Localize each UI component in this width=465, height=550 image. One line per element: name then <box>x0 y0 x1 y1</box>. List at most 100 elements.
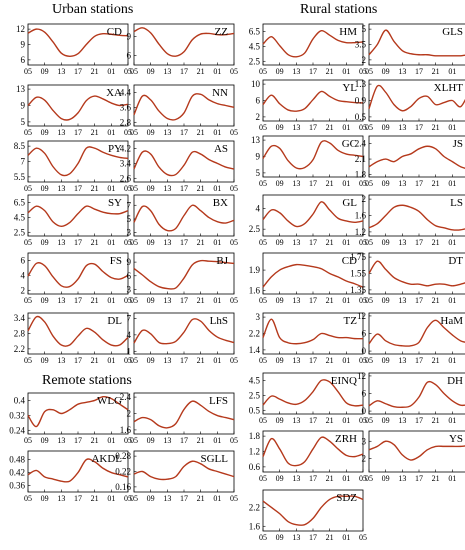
x-tick-label: 17 <box>309 67 317 76</box>
x-tick-label: 01 <box>342 296 350 305</box>
series-line <box>262 140 364 170</box>
y-tick-label: 3 <box>256 312 261 322</box>
x-tick-label: 01 <box>448 123 456 132</box>
x-tick-label: 13 <box>57 356 65 365</box>
y-tick-label: 5 <box>21 117 26 127</box>
y-tick-label: 3.5 <box>355 40 367 50</box>
x-tick-label: 05 <box>24 436 32 445</box>
x-tick-label: 01 <box>342 416 350 425</box>
series-line <box>262 495 364 526</box>
station-label: YL <box>342 82 357 94</box>
x-tick-label: 17 <box>309 416 317 425</box>
x-tick-label: 09 <box>41 67 49 76</box>
x-tick-label: 21 <box>432 474 440 483</box>
y-tick-label: 9 <box>21 101 26 111</box>
y-tick-label: 0.28 <box>115 451 131 461</box>
x-tick-label: 05 <box>259 474 267 483</box>
y-tick-label: 2.5 <box>249 56 261 66</box>
x-tick-label: 13 <box>398 123 406 132</box>
x-tick-label: 05 <box>365 356 373 365</box>
y-tick-label: 6 <box>127 51 132 61</box>
y-tick-label: 1 <box>127 346 132 356</box>
panel-rural-xlht: 05 09 13 17 21 01 05 1.3 0.9 0.5 XLHT <box>355 79 465 132</box>
x-tick-label: 05 <box>259 296 267 305</box>
x-tick-label: 05 <box>359 238 367 247</box>
x-tick-label: 17 <box>309 123 317 132</box>
series-line <box>133 259 235 290</box>
series-line <box>27 146 129 177</box>
series-line <box>133 27 235 57</box>
y-tick-label: 12 <box>357 311 366 321</box>
x-tick-label: 21 <box>326 416 334 425</box>
x-tick-label: 17 <box>180 67 188 76</box>
x-tick-label: 09 <box>382 123 390 132</box>
panel-rural-dt: 05 09 13 17 21 01 05 1.75 1.55 1.35 DT <box>350 252 465 305</box>
y-tick-label: 0.6 <box>249 462 261 472</box>
x-tick-label: 05 <box>130 436 138 445</box>
x-tick-label: 09 <box>276 123 284 132</box>
x-tick-label: 01 <box>342 533 350 542</box>
x-tick-label: 21 <box>91 494 99 503</box>
x-tick-label: 21 <box>326 238 334 247</box>
x-tick-label: 05 <box>130 296 138 305</box>
panel-rural-js: 05 09 13 17 21 01 05 2.4 2.1 1.8 JS <box>355 135 465 188</box>
x-tick-label: 13 <box>398 179 406 188</box>
x-tick-label: 17 <box>309 533 317 542</box>
x-tick-label: 09 <box>382 416 390 425</box>
x-tick-label: 21 <box>326 123 334 132</box>
x-tick-label: 17 <box>415 416 423 425</box>
panel-rural-gl: 05 09 13 17 21 01 05 4 2.5 GL <box>249 194 367 247</box>
x-tick-label: 05 <box>365 123 373 132</box>
station-label: CD <box>342 255 357 267</box>
series-line <box>368 145 465 169</box>
x-tick-label: 05 <box>259 416 267 425</box>
series-line <box>368 380 465 409</box>
y-tick-label: 1.6 <box>249 521 261 531</box>
panel-rural-yl: 05 09 13 17 21 01 05 10 6 2 YL <box>251 79 367 132</box>
x-tick-label: 17 <box>180 184 188 193</box>
y-tick-label: 3 <box>362 436 367 446</box>
y-tick-label: 1.4 <box>249 345 261 355</box>
x-tick-label: 21 <box>432 123 440 132</box>
x-tick-label: 17 <box>180 238 188 247</box>
x-tick-label: 09 <box>382 238 390 247</box>
y-tick-label: 4.2 <box>120 143 131 153</box>
x-tick-label: 05 <box>124 356 132 365</box>
y-tick-label: 7 <box>127 200 132 210</box>
y-tick-label: 1.9 <box>249 265 261 275</box>
y-tick-label: 13 <box>16 84 26 94</box>
x-tick-label: 17 <box>180 128 188 137</box>
y-tick-label: 4.5 <box>249 375 261 385</box>
x-tick-label: 01 <box>342 356 350 365</box>
x-tick-label: 05 <box>359 123 367 132</box>
y-tick-label: 4 <box>256 204 261 214</box>
x-tick-label: 01 <box>213 67 221 76</box>
y-tick-label: 1.2 <box>355 227 366 237</box>
x-tick-label: 05 <box>230 67 238 76</box>
y-tick-label: 2 <box>362 453 367 463</box>
x-tick-label: 01 <box>448 67 456 76</box>
x-tick-label: 01 <box>107 67 115 76</box>
x-tick-label: 09 <box>147 184 155 193</box>
series-line <box>262 90 364 112</box>
y-tick-label: 2.4 <box>120 392 132 402</box>
y-tick-label: 0.42 <box>9 468 25 478</box>
x-tick-label: 13 <box>57 296 65 305</box>
x-tick-label: 09 <box>41 436 49 445</box>
station-label: CD <box>107 26 122 38</box>
y-tick-label: 5.5 <box>14 172 26 182</box>
x-tick-label: 13 <box>292 356 300 365</box>
y-tick-label: 0.36 <box>9 481 25 491</box>
x-tick-label: 21 <box>432 67 440 76</box>
x-tick-label: 17 <box>415 296 423 305</box>
x-tick-label: 05 <box>259 179 267 188</box>
x-tick-label: 13 <box>163 67 171 76</box>
y-tick-label: 1.3 <box>355 79 367 89</box>
x-tick-label: 05 <box>24 238 32 247</box>
x-tick-label: 01 <box>213 494 221 503</box>
x-tick-label: 05 <box>130 184 138 193</box>
x-tick-label: 13 <box>163 184 171 193</box>
station-label: LhS <box>210 315 228 327</box>
x-tick-label: 05 <box>24 128 32 137</box>
x-tick-label: 21 <box>197 67 205 76</box>
